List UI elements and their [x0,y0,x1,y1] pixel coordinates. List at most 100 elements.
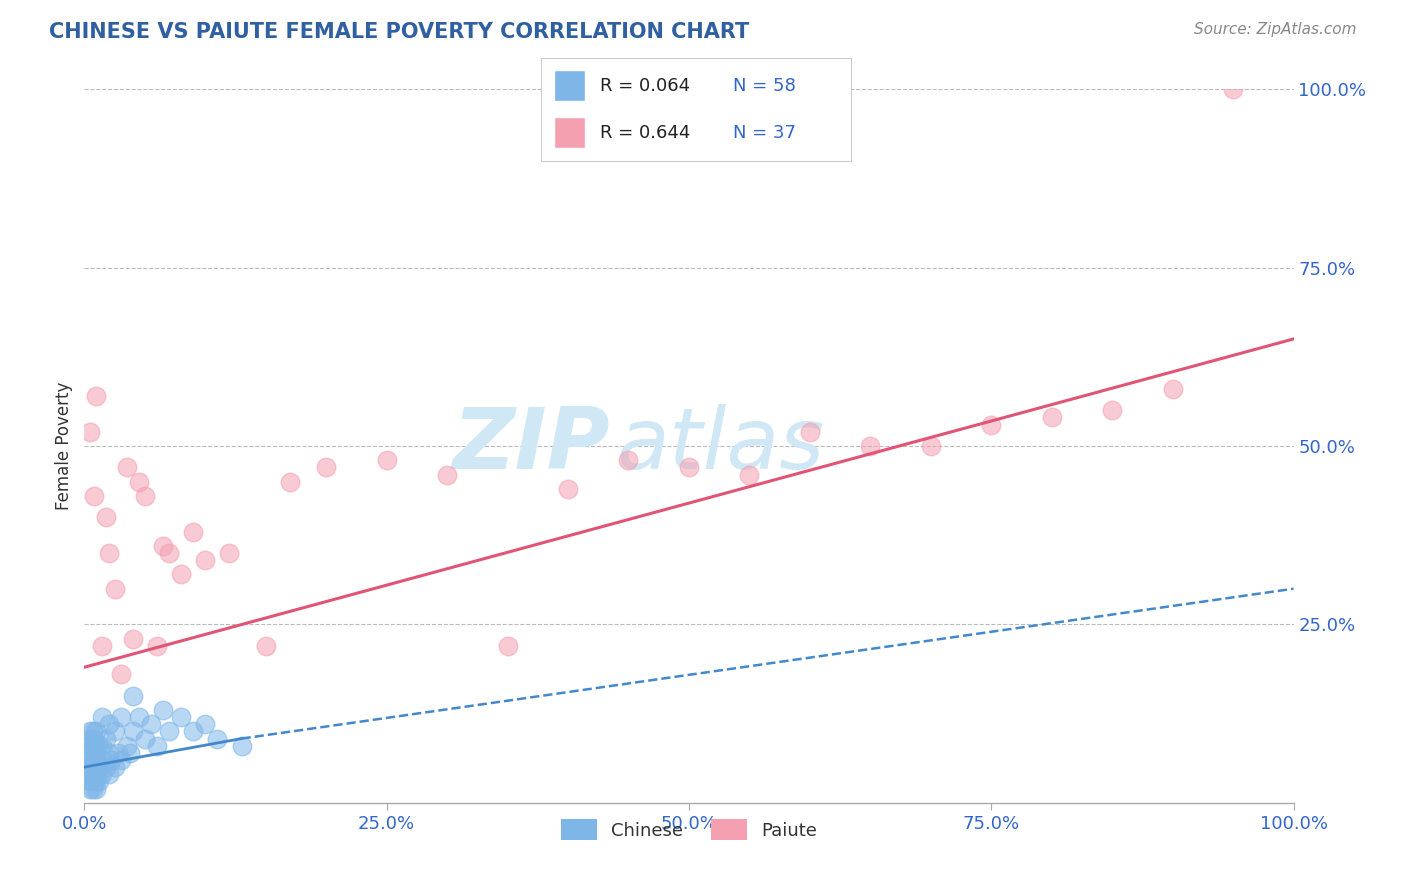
Point [94,510,117,524]
Point [87,760,110,774]
Point [134,489,156,503]
Point [375,453,398,467]
Point [678,460,700,475]
Point [94,731,117,746]
Point [97,767,120,781]
Point [278,475,301,489]
Point [194,717,217,731]
Point [170,710,193,724]
Point [231,739,253,753]
Point [87,739,110,753]
Point [181,524,204,539]
Point [82,753,104,767]
Y-axis label: Female Poverty: Female Poverty [55,382,73,510]
Point [120,746,142,760]
Point [617,453,640,467]
Point [97,746,120,760]
Point [170,567,193,582]
Point [134,731,156,746]
Point [157,724,180,739]
Point [104,582,127,596]
Point [79,425,101,439]
Point [83,489,105,503]
Point [82,767,104,781]
Point [110,710,132,724]
Point [91,710,114,724]
Point [82,739,104,753]
Point [152,539,174,553]
Point [79,724,101,739]
Point [79,774,101,789]
Point [1161,382,1184,396]
Point [121,724,143,739]
Point [115,739,138,753]
Point [436,467,458,482]
Point [194,553,217,567]
Legend: Chinese, Paiute: Chinese, Paiute [554,812,824,847]
Point [107,746,129,760]
Point [1040,410,1063,425]
Point [86,767,108,781]
Point [86,739,108,753]
Point [79,781,101,796]
Point [79,739,101,753]
Point [115,460,138,475]
Text: R = 0.644: R = 0.644 [600,124,690,142]
Text: R = 0.064: R = 0.064 [600,77,690,95]
Point [104,760,127,774]
Point [1101,403,1123,417]
Point [207,731,229,746]
Point [496,639,519,653]
Point [128,710,150,724]
Point [100,753,122,767]
Point [91,639,114,653]
Point [83,746,105,760]
Point [980,417,1002,432]
Point [86,760,108,774]
FancyBboxPatch shape [554,70,585,101]
Point [91,739,114,753]
Point [79,767,101,781]
Point [86,774,108,789]
Point [218,546,240,560]
Point [738,467,761,482]
Point [254,639,277,653]
Point [82,781,104,796]
Point [97,546,120,560]
Point [91,753,114,767]
Text: N = 58: N = 58 [733,77,796,95]
Point [91,767,114,781]
Point [799,425,821,439]
Point [79,760,101,774]
Point [146,639,169,653]
Point [139,717,162,731]
Point [94,760,117,774]
Point [315,460,337,475]
Point [79,731,101,746]
Point [1222,82,1244,96]
Text: atlas: atlas [616,404,824,488]
Point [859,439,882,453]
Point [86,781,108,796]
Point [121,632,143,646]
Point [128,475,150,489]
Point [79,753,101,767]
Point [79,746,101,760]
Point [152,703,174,717]
Point [181,724,204,739]
Text: CHINESE VS PAIUTE FEMALE POVERTY CORRELATION CHART: CHINESE VS PAIUTE FEMALE POVERTY CORRELA… [49,22,749,42]
Point [110,667,132,681]
Text: Source: ZipAtlas.com: Source: ZipAtlas.com [1194,22,1357,37]
Point [83,774,105,789]
Point [86,724,108,739]
Point [83,731,105,746]
Point [86,389,108,403]
Point [97,717,120,731]
Point [121,689,143,703]
Point [146,739,169,753]
Point [104,724,127,739]
Point [83,760,105,774]
Point [87,774,110,789]
Point [157,546,180,560]
Point [920,439,942,453]
